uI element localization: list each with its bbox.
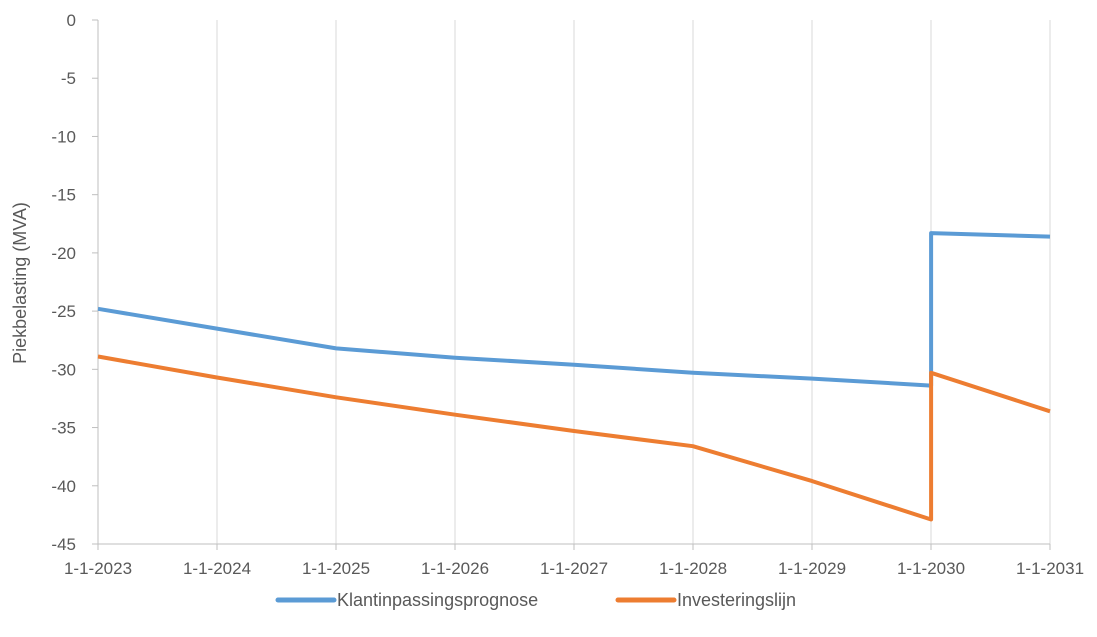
x-tick-label: 1-1-2024 <box>183 559 251 578</box>
x-tick-label: 1-1-2029 <box>778 559 846 578</box>
y-tick-label: -40 <box>51 477 76 496</box>
legend-label-2: Investeringslijn <box>677 590 796 610</box>
y-tick-label: -5 <box>61 69 76 88</box>
y-tick-label: -35 <box>51 419 76 438</box>
y-tick-label: 0 <box>67 11 76 30</box>
series-line-2 <box>97 354 1051 522</box>
y-tick-label: -15 <box>51 186 76 205</box>
y-axis-title: Piekbelasting (MVA) <box>10 202 30 364</box>
series-line-1 <box>97 231 1051 388</box>
y-tick-label: -25 <box>51 302 76 321</box>
y-tick-label: -30 <box>51 360 76 379</box>
legend: Klantinpassingsprognose Investeringslijn <box>275 590 796 610</box>
legend-label-1: Klantinpassingsprognose <box>337 590 538 610</box>
x-tick-label: 1-1-2031 <box>1016 559 1084 578</box>
x-tick-label: 1-1-2023 <box>64 559 132 578</box>
x-tick-label: 1-1-2026 <box>421 559 489 578</box>
x-tick-label: 1-1-2028 <box>659 559 727 578</box>
gridlines <box>97 20 1051 544</box>
x-tick-label: 1-1-2027 <box>540 559 608 578</box>
y-tick-label: -10 <box>51 127 76 146</box>
x-tick-label: 1-1-2030 <box>897 559 965 578</box>
axes <box>92 19 1051 550</box>
y-tick-label: -45 <box>51 535 76 554</box>
y-tick-label: -20 <box>51 244 76 263</box>
x-tick-label: 1-1-2025 <box>302 559 370 578</box>
tick-labels: 1-1-2023 1-1-2024 1-1-2025 1-1-2026 1-1-2027… <box>51 11 1084 578</box>
series-lines <box>97 231 1051 522</box>
